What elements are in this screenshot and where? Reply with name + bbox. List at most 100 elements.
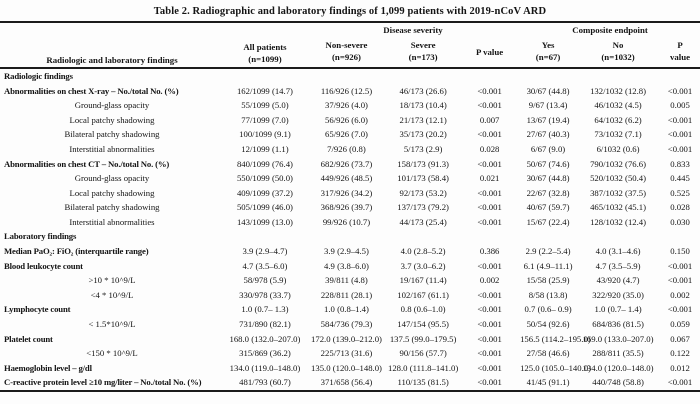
col-header-p-value-severity: P value [476,46,504,57]
col-header-non-severe-n: (n=926) [332,52,361,62]
row-label: Platelet count [4,333,53,344]
table-row: C-reactive protein level ≥10 mg/liter – … [0,375,700,391]
cell-value: <0.001 [667,304,693,315]
cell-value: <0.001 [477,333,502,344]
col-header-no-n: (n=1032) [601,52,635,62]
table-row: <150 * 10^9/L 315/869 (36.2) 225/713 (31.6… [0,346,700,361]
cell-value: 8/58 (13.8) [528,289,568,300]
table-row: Abnormalities on chest CT – No./total No… [0,157,700,172]
cell-value: 101/173 (58.4) [397,173,449,184]
cell-value: 0.525 [670,187,690,198]
cell-value: 30/67 (44.8) [526,85,570,96]
cell-value: 4.9 (3.8–6.0) [324,260,369,271]
cell-value: 56/926 (6.0) [325,114,368,125]
cell-value: 12/1099 (1.1) [241,143,289,154]
table-row: Lymphocyte count 1.0 (0.7– 1.3) 1.0 (0.8–1… [0,303,700,318]
cell-value: 4.0 (2.8–5.2) [400,246,446,257]
cell-value: 1.0 (0.7– 1.4) [594,304,642,315]
row-label: Bilateral patchy shadowing [64,129,160,140]
cell-value: 228/811 (28.1) [320,289,373,300]
cell-value: 13/67 (19.4) [526,114,570,125]
cell-value: 64/1032 (6.2) [594,114,642,125]
cell-value: 9/67 (13.4) [528,100,568,111]
cell-value: 315/869 (36.2) [239,348,291,359]
cell-value: 0.122 [670,348,690,359]
cell-value: 4.0 (3.1–4.6) [595,246,641,257]
cell-value: <0.001 [667,114,693,125]
cell-value: 100/1099 (9.1) [239,129,291,140]
cell-value: 46/1032 (4.5) [594,100,642,111]
cell-value: 0.833 [670,158,690,169]
table-row: Laboratory findings [0,230,700,245]
cell-value: 77/1099 (7.0) [241,114,289,125]
cell-value: <0.001 [667,129,693,140]
cell-value: 0.386 [479,246,500,257]
cell-value: 0.002 [479,275,500,286]
row-label: <150 * 10^9/L [86,348,138,359]
col-header-non-severe-name: Non-severe [325,40,368,51]
table-row: <4 * 10^9/L 330/978 (33.7) 228/811 (28.1) 1… [0,288,700,303]
table-row: Interstitial abnormalities 143/1099 (13.0… [0,215,700,230]
cell-value: 3.7 (3.0–6.2) [400,260,446,271]
row-label: Radiologic findings [4,70,73,81]
cell-value: 322/920 (35.0) [592,289,644,300]
col-header-yes-name: Yes [541,40,555,51]
cell-value: 135.0 (120.0–148.0) [311,362,382,373]
cell-value: 0.8 (0.6–1.0) [400,304,446,315]
table-row: Abnormalities on chest X-ray – No./total… [0,84,700,99]
cell-value: 731/890 (82.1) [239,319,291,330]
cell-value: 0.028 [670,202,690,213]
cell-value: 58/978 (5.9) [243,275,287,286]
cell-value: 387/1032 (37.5) [590,187,647,198]
cell-value: 158/173 (91.3) [397,158,449,169]
cell-value: <0.001 [477,216,502,227]
cell-value: <0.001 [477,187,502,198]
table-row: Bilateral patchy shadowing 505/1099 (46.0… [0,200,700,215]
cell-value: 132/1032 (12.8) [590,85,647,96]
cell-value: 35/173 (20.2) [399,129,447,140]
col-header-yes: Yes (n=67) [520,37,576,68]
row-label: >10 * 10^9/L [88,275,136,286]
cell-value: 584/736 (79.3) [320,319,373,330]
table-body: Radiologic findings Abnormalities on ches… [0,68,700,391]
row-label: C-reactive protein level ≥10 mg/liter – … [4,377,202,388]
cell-value: 137/173 (79.2) [397,202,449,213]
cell-value: <0.001 [477,260,502,271]
cell-value: <0.001 [667,260,693,271]
cell-value: 481/793 (60.7) [239,377,291,388]
row-label: < 1.5*10^9/L [88,319,136,330]
cell-value: 225/713 (31.6) [320,348,373,359]
cell-value: 21/173 (12.1) [399,114,447,125]
table-row: Radiologic findings [0,68,700,84]
cell-value: 6/67 (9.0) [530,143,566,154]
row-label: Laboratory findings [4,231,77,242]
cell-value: 162/1099 (14.7) [236,85,293,96]
row-label: Abnormalities on chest CT – No./total No… [4,158,170,169]
cell-value: 0.028 [479,143,500,154]
table-row: Ground-glass opacity 55/1099 (5.0) 37/926 … [0,98,700,113]
cell-value: 40/67 (59.7) [526,202,570,213]
row-label: Interstitial abnormalities [69,216,155,227]
cell-value: 0.002 [670,289,690,300]
cell-value: 317/926 (34.2) [320,187,373,198]
row-label: Local patchy shadowing [69,187,155,198]
cell-value: <0.001 [667,377,693,388]
cell-value: 0.030 [670,216,690,227]
cell-value: 22/67 (32.8) [526,187,570,198]
row-label: <4 * 10^9/L [90,289,134,300]
cell-value: 41/45 (91.1) [526,377,570,388]
row-label: Bilateral patchy shadowing [64,202,160,213]
cell-value: 110/135 (81.5) [397,377,449,388]
header-group-row: Radiologic and laboratory findings All p… [0,23,700,65]
cell-value: 134.0 (120.0–148.0) [582,362,654,373]
cell-value: 684/836 (81.5) [592,319,644,330]
cell-value: 65/926 (7.0) [325,129,368,140]
cell-value: 43/920 (4.7) [596,275,640,286]
cell-value: 4.7 (3.5–5.9) [595,260,641,271]
findings-table: Radiologic and laboratory findings All p… [0,23,700,393]
page-title: Table 2. Radiographic and laboratory fin… [0,0,700,23]
row-label: Blood leukocyte count [4,260,83,271]
col-header-p-value-composite-line2: value [670,52,691,62]
cell-value: <0.001 [667,85,693,96]
cell-value: 790/1032 (76.6) [590,158,647,169]
